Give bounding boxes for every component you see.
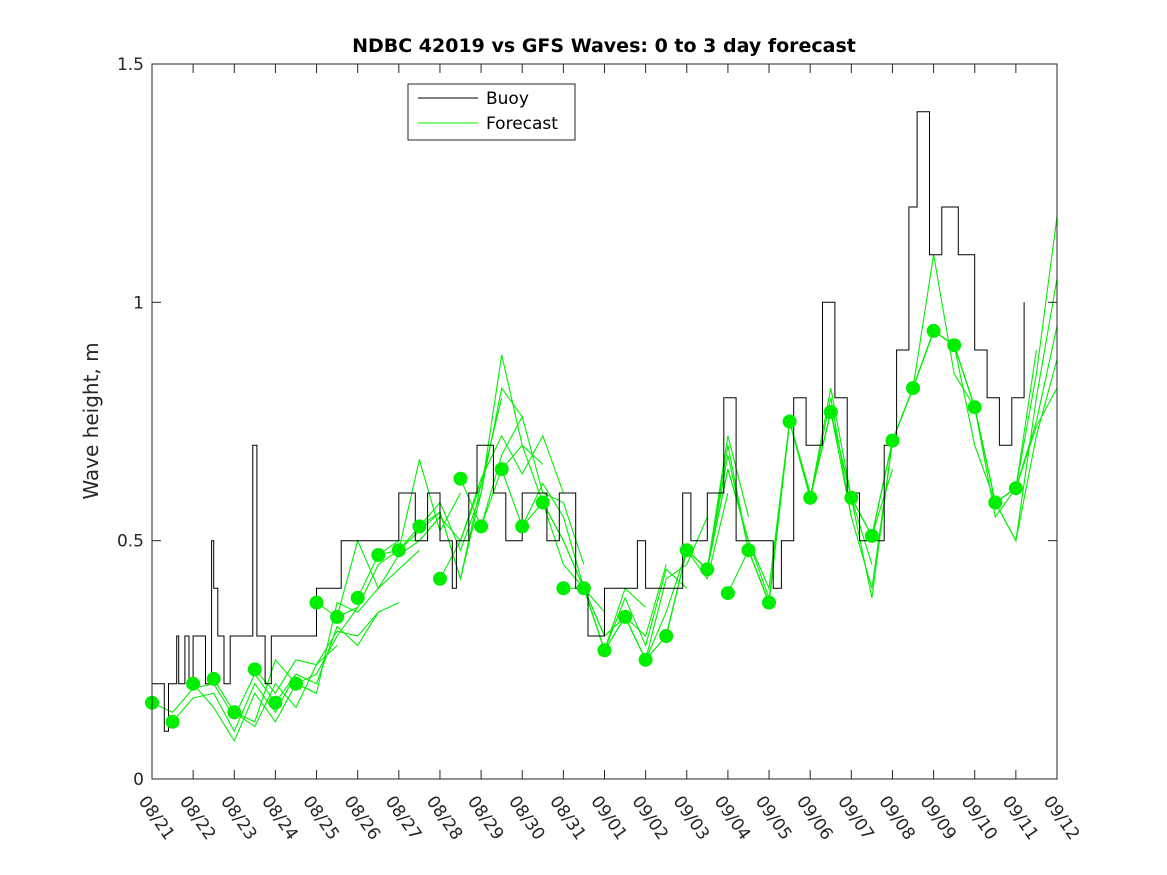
forecast-marker (638, 652, 653, 667)
y-tick-label: 1.5 (117, 55, 144, 75)
forecast-marker (967, 400, 982, 415)
forecast-line (254, 611, 379, 695)
forecast-marker (597, 643, 612, 658)
forecast-marker (453, 471, 468, 486)
forecast-marker (165, 714, 180, 729)
forecast-marker (474, 519, 489, 534)
forecast-markers (145, 323, 1023, 729)
y-tick-label: 0.5 (117, 532, 144, 552)
forecast-marker (885, 433, 900, 448)
forecast-marker (906, 381, 920, 396)
forecast-marker (289, 676, 303, 691)
forecast-marker (618, 609, 633, 624)
buoy-series (152, 111, 1025, 732)
y-axis-label: Wave height, m (79, 342, 103, 499)
chart-title: NDBC 42019 vs GFS Waves: 0 to 3 day fore… (352, 35, 856, 57)
forecast-marker (803, 490, 818, 505)
forecast-marker (227, 705, 242, 720)
forecast-marker (864, 528, 879, 543)
forecast-marker (823, 405, 838, 419)
forecast-marker (720, 586, 735, 601)
forecast-marker (926, 323, 941, 338)
forecast-marker (700, 562, 715, 577)
forecast-marker (659, 629, 674, 643)
forecast-marker (391, 543, 406, 558)
forecast-marker (268, 695, 283, 710)
forecast-marker (206, 671, 221, 686)
forecast-marker (186, 676, 201, 691)
forecast-line (274, 602, 400, 704)
forecast-marker (371, 548, 386, 562)
forecast-marker (330, 609, 345, 624)
forecast-marker (782, 414, 797, 429)
forecast-marker (576, 581, 591, 596)
forecast-marker (947, 338, 962, 353)
forecast-marker (679, 543, 694, 558)
forecast-marker (844, 490, 859, 505)
legend: Buoy Forecast (407, 83, 576, 141)
forecast-line (994, 359, 1058, 543)
forecast-marker (988, 495, 1003, 510)
plot-area (152, 64, 1057, 779)
forecast-marker (535, 495, 550, 510)
forecast-marker (515, 519, 530, 534)
legend-label-forecast: Forecast (486, 114, 558, 134)
forecast-marker (494, 462, 509, 477)
legend-label-buoy: Buoy (486, 89, 529, 109)
forecast-marker (309, 595, 324, 610)
forecast-marker (741, 543, 756, 558)
forecast-line (295, 549, 420, 694)
y-axis: 0 0.5 1 1.5 (117, 55, 1057, 790)
forecast-marker (350, 590, 365, 605)
forecast-marker (412, 519, 427, 534)
buoy-line (152, 111, 1025, 732)
y-tick-label: 0 (133, 770, 144, 790)
forecast-marker (556, 581, 571, 596)
forecast-line (1015, 387, 1058, 489)
forecast-marker (433, 571, 447, 586)
forecast-line (172, 673, 297, 733)
legend-box (407, 83, 576, 141)
forecast-marker (1008, 481, 1023, 496)
forecast-marker (762, 595, 776, 610)
forecast-marker (247, 662, 262, 677)
y-tick-label: 1 (133, 293, 144, 313)
